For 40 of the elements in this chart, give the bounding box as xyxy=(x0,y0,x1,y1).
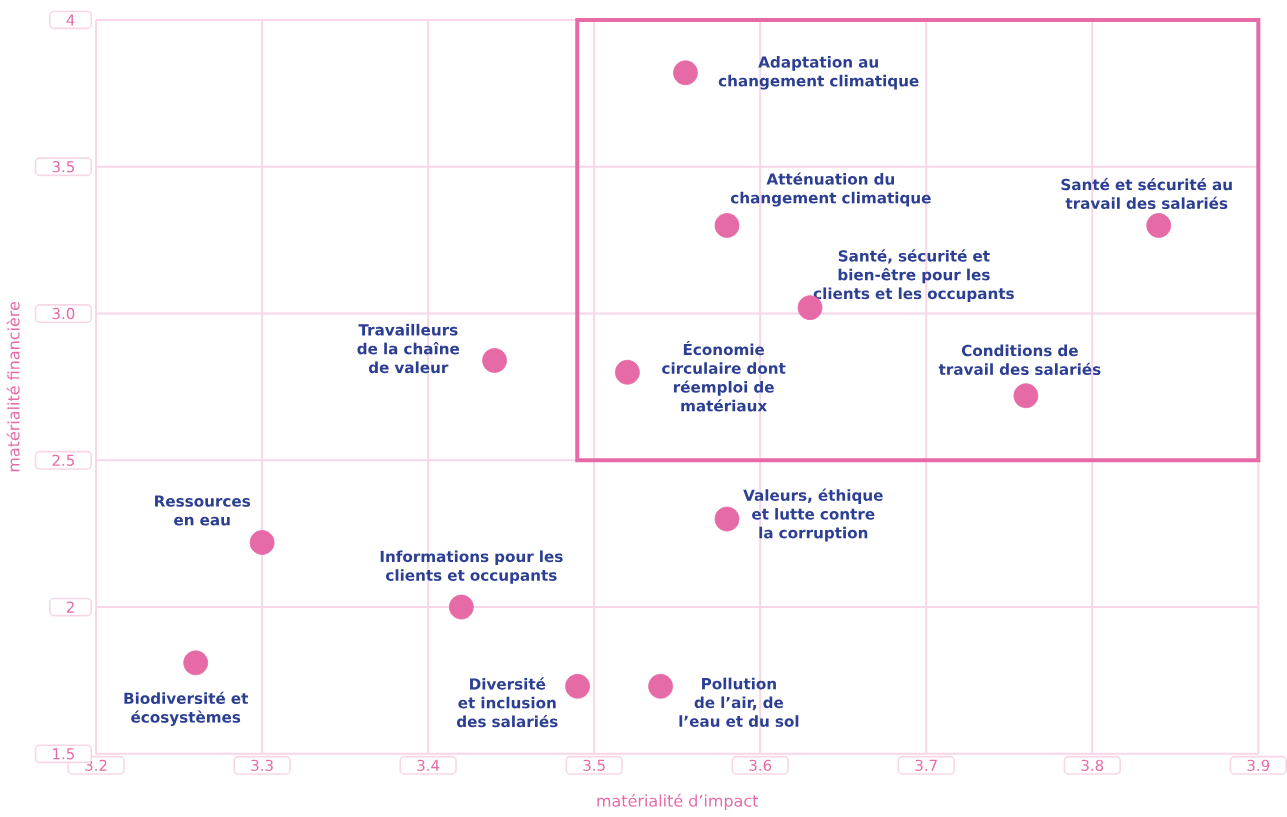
annotation: Pollution de l’air, de l’eau et du sol xyxy=(679,677,799,728)
point xyxy=(448,594,474,620)
x-tick-label: 3.4 xyxy=(417,759,440,772)
point xyxy=(714,506,740,532)
y-tick-label: 1.5 xyxy=(53,748,74,760)
point xyxy=(482,348,507,374)
x-tick-label: 3.5 xyxy=(583,759,605,772)
annotation: Économie circulaire dont réemploi de matériaux xyxy=(662,341,786,412)
annotation: Travailleurs de la chaîne de valeur xyxy=(357,324,460,374)
annotation: Biodiversité et écosystèmes xyxy=(124,691,249,727)
x-tick-label: 3.9 xyxy=(1247,759,1270,772)
point xyxy=(249,530,275,556)
x-tick-label: 3.7 xyxy=(915,759,937,772)
annotation: Conditions de travail des salariés xyxy=(938,344,1101,376)
point xyxy=(183,650,209,676)
y-tick-label: 3.5 xyxy=(52,161,74,173)
x-axis-title: matérialité d’impact xyxy=(597,794,759,811)
point xyxy=(1146,213,1172,239)
annotation: Adaptation au changement climatique xyxy=(718,56,919,90)
y-tick-label: 2 xyxy=(66,601,74,613)
y-tick-label: 4 xyxy=(66,14,75,26)
x-tick-label: 3.3 xyxy=(251,759,273,772)
annotation: Diversité et inclusion des salariés xyxy=(456,677,558,728)
annotation: Santé, sécurité et bien-être pour les clients et les occupants xyxy=(813,249,1014,303)
y-tick-label: 2.5 xyxy=(52,454,74,467)
annotation: Valeurs, éthique et lutte contre la corruption xyxy=(743,488,883,542)
annotation: Informations pour les clients et occupants xyxy=(380,550,563,585)
x-tick-label: 3.6 xyxy=(749,759,772,772)
point xyxy=(565,674,590,699)
annotation: Atténuation du changement climatique xyxy=(730,172,931,207)
point xyxy=(673,60,698,86)
point xyxy=(615,360,640,385)
point xyxy=(648,674,673,699)
point xyxy=(714,213,740,239)
point xyxy=(1013,383,1039,409)
annotation: Ressources en eau xyxy=(155,495,251,526)
y-axis-title: matérialité financière xyxy=(6,302,20,472)
annotation: Santé et sécurité au travail des salariés xyxy=(1061,178,1232,210)
x-tick-label: 3.8 xyxy=(1081,759,1104,772)
y-tick-label: 3.0 xyxy=(52,308,75,320)
